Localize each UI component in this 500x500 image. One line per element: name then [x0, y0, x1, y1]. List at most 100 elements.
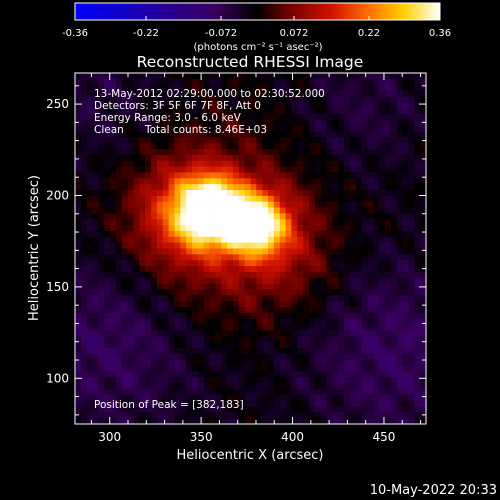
- heatmap-cell: [344, 172, 351, 179]
- heatmap-cell: [75, 342, 82, 349]
- heatmap-cell: [285, 113, 292, 121]
- heatmap-cell: [338, 301, 345, 308]
- heatmap-cell: [121, 73, 129, 80]
- heatmap-cell: [151, 195, 158, 203]
- heatmap-cell: [367, 301, 374, 308]
- heatmap-cell: [86, 113, 93, 121]
- heatmap-cell: [227, 178, 234, 185]
- heatmap-cell: [86, 277, 93, 284]
- heatmap-cell: [279, 301, 286, 308]
- heatmap-cell: [221, 394, 228, 401]
- heatmap-cell: [232, 108, 240, 115]
- heatmap-cell: [285, 184, 292, 191]
- heatmap-cell: [121, 271, 129, 279]
- heatmap-cell: [174, 102, 181, 109]
- heatmap-cell: [402, 330, 409, 337]
- heatmap-cell: [355, 277, 363, 284]
- heatmap-cell: [209, 131, 216, 138]
- heatmap-cell: [250, 225, 257, 232]
- heatmap-cell: [273, 254, 281, 261]
- heatmap-cell: [344, 412, 351, 419]
- heatmap-cell: [192, 394, 199, 401]
- heatmap-cell: [92, 371, 99, 378]
- heatmap-cell: [291, 371, 298, 378]
- heatmap-cell: [192, 412, 199, 419]
- heatmap-cell: [402, 242, 409, 249]
- heatmap-cell: [326, 307, 333, 314]
- heatmap-cell: [273, 353, 281, 361]
- heatmap-cell: [227, 184, 234, 191]
- heatmap-cell: [320, 295, 327, 302]
- heatmap-cell: [414, 219, 421, 226]
- heatmap-cell: [402, 371, 409, 378]
- heatmap-cell: [168, 184, 175, 191]
- heatmap-cell: [98, 359, 105, 366]
- heatmap-cell: [174, 242, 181, 249]
- heatmap-cell: [232, 184, 240, 191]
- heatmap-cell: [203, 131, 210, 138]
- heatmap-cell: [133, 113, 140, 121]
- heatmap-cell: [414, 119, 421, 127]
- heatmap-cell: [174, 394, 181, 401]
- heatmap-cell: [309, 102, 316, 109]
- heatmap-cell: [309, 266, 316, 273]
- heatmap-cell: [244, 266, 251, 273]
- heatmap-cell: [262, 190, 269, 197]
- heatmap-cell: [133, 207, 140, 214]
- heatmap-cell: [414, 324, 421, 331]
- heatmap-cell: [250, 160, 257, 167]
- heatmap-cell: [285, 172, 292, 179]
- heatmap-cell: [80, 137, 88, 144]
- heatmap-cell: [162, 371, 169, 378]
- heatmap-cell: [314, 324, 322, 331]
- heatmap-cell: [379, 377, 386, 384]
- heatmap-cell: [367, 160, 374, 167]
- heatmap-cell: [215, 406, 222, 413]
- heatmap-cell: [151, 412, 158, 419]
- heatmap-cell: [115, 266, 123, 273]
- heatmap-cell: [98, 143, 105, 150]
- heatmap-cell: [104, 108, 111, 115]
- heatmap-cell: [385, 154, 392, 162]
- heatmap-cell: [250, 353, 257, 361]
- heatmap-cell: [104, 195, 111, 203]
- heatmap-cell: [203, 406, 210, 413]
- heatmap-cell: [268, 225, 275, 232]
- heatmap-cell: [139, 207, 146, 214]
- heatmap-cell: [139, 289, 146, 296]
- heatmap-cell: [390, 213, 398, 220]
- heatmap-cell: [192, 359, 199, 366]
- heatmap-cell: [262, 406, 269, 413]
- heatmap-cell: [174, 342, 181, 349]
- heatmap-cell: [92, 102, 99, 109]
- heatmap-cell: [168, 102, 175, 109]
- heatmap-cell: [115, 236, 123, 244]
- heatmap-cell: [115, 295, 123, 302]
- heatmap-cell: [396, 271, 403, 279]
- heatmap-cell: [344, 184, 351, 191]
- heatmap-cell: [414, 178, 421, 185]
- heatmap-cell: [314, 143, 322, 150]
- heatmap-cell: [98, 219, 105, 226]
- heatmap-cell: [174, 336, 181, 343]
- heatmap-cell: [361, 406, 368, 413]
- heatmap-cell: [98, 394, 105, 401]
- heatmap-cell: [361, 312, 368, 320]
- heatmap-cell: [232, 213, 240, 220]
- heatmap-cell: [121, 113, 129, 121]
- heatmap-cell: [139, 137, 146, 144]
- heatmap-cell: [168, 353, 175, 361]
- heatmap-cell: [110, 248, 117, 255]
- heatmap-cell: [279, 195, 286, 203]
- heatmap-cell: [197, 266, 205, 273]
- heatmap-cell: [203, 225, 210, 232]
- heatmap-cell: [244, 318, 251, 325]
- heatmap-cell: [414, 383, 421, 390]
- heatmap-cell: [303, 318, 310, 325]
- heatmap-cell: [297, 347, 304, 355]
- heatmap-cell: [221, 195, 228, 203]
- heatmap-cell: [420, 271, 427, 279]
- heatmap-cell: [420, 400, 427, 407]
- heatmap-cell: [104, 412, 111, 419]
- heatmap-cell: [168, 131, 175, 138]
